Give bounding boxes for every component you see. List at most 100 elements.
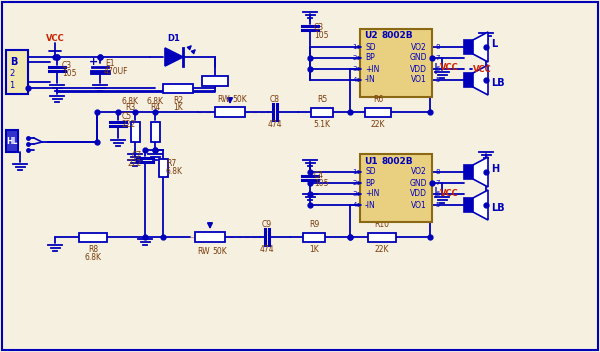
Text: 50K: 50K xyxy=(232,95,247,104)
Text: C3: C3 xyxy=(314,24,324,32)
Text: L: L xyxy=(491,39,497,49)
Bar xyxy=(464,165,473,179)
Bar xyxy=(6,130,18,152)
Bar xyxy=(163,83,193,93)
Text: R3: R3 xyxy=(125,103,135,112)
Text: R6: R6 xyxy=(373,95,383,104)
Text: 6.8K: 6.8K xyxy=(121,97,139,106)
Text: R7: R7 xyxy=(166,159,176,169)
Text: 8: 8 xyxy=(435,169,439,175)
Bar xyxy=(202,76,228,86)
Text: +: + xyxy=(89,57,98,67)
Text: 22K: 22K xyxy=(371,120,385,129)
Bar xyxy=(215,107,245,117)
Text: 6.8K: 6.8K xyxy=(166,168,183,176)
Bar xyxy=(131,122,139,142)
Text: C4: C4 xyxy=(314,171,324,181)
Bar xyxy=(303,233,325,241)
Bar xyxy=(464,73,473,87)
Text: |: | xyxy=(434,63,438,74)
Text: 474: 474 xyxy=(260,245,274,254)
Text: VDD: VDD xyxy=(410,189,427,199)
Text: 6: 6 xyxy=(435,191,439,197)
Bar xyxy=(360,29,432,97)
Text: 3: 3 xyxy=(353,66,357,72)
Text: BP: BP xyxy=(365,54,375,63)
Text: +IN: +IN xyxy=(365,64,379,74)
Text: VO2: VO2 xyxy=(411,43,427,51)
Text: 2: 2 xyxy=(9,69,14,78)
Text: R8: R8 xyxy=(88,245,98,254)
Text: 1: 1 xyxy=(353,169,357,175)
Polygon shape xyxy=(165,48,183,66)
Text: 5: 5 xyxy=(435,202,439,208)
Text: R10: R10 xyxy=(374,220,389,229)
Text: -IN: -IN xyxy=(365,201,376,209)
Text: 50K: 50K xyxy=(212,247,227,256)
Text: R9: R9 xyxy=(309,220,319,229)
Text: C5: C5 xyxy=(122,112,132,121)
Text: 22K: 22K xyxy=(375,245,389,254)
Text: C9: C9 xyxy=(262,220,272,229)
Text: U2: U2 xyxy=(364,31,377,40)
Text: 8002B: 8002B xyxy=(382,157,413,165)
Polygon shape xyxy=(473,32,488,62)
Text: B: B xyxy=(10,57,17,67)
Text: 470UF: 470UF xyxy=(104,67,128,75)
Text: U1: U1 xyxy=(364,157,377,165)
Text: 5: 5 xyxy=(435,77,439,83)
Text: 8: 8 xyxy=(435,44,439,50)
Bar xyxy=(158,159,167,177)
Text: BP: BP xyxy=(365,178,375,188)
Text: 474: 474 xyxy=(268,120,283,129)
Text: HL: HL xyxy=(7,137,17,145)
Bar xyxy=(365,107,391,117)
Text: VCC: VCC xyxy=(440,189,459,197)
Text: +IN: +IN xyxy=(365,189,379,199)
Text: C7: C7 xyxy=(132,151,142,161)
Text: 105: 105 xyxy=(314,31,329,39)
Bar xyxy=(464,40,473,54)
Text: 6.8K: 6.8K xyxy=(146,97,163,106)
Text: 6.8K: 6.8K xyxy=(85,253,101,262)
Text: 1: 1 xyxy=(353,44,357,50)
Bar xyxy=(464,198,473,212)
Bar xyxy=(6,50,28,94)
Text: SD: SD xyxy=(365,168,376,176)
Polygon shape xyxy=(473,190,488,220)
Text: VO1: VO1 xyxy=(411,75,427,84)
Text: 4: 4 xyxy=(353,77,357,83)
Text: D1: D1 xyxy=(167,34,181,43)
Text: VO2: VO2 xyxy=(411,168,427,176)
Text: E1: E1 xyxy=(105,58,115,68)
Text: 1: 1 xyxy=(9,82,14,90)
Text: C3: C3 xyxy=(62,62,72,70)
Text: 5.1K: 5.1K xyxy=(314,120,331,129)
Text: VO1: VO1 xyxy=(411,201,427,209)
Text: 6: 6 xyxy=(435,66,439,72)
Polygon shape xyxy=(473,65,488,95)
Text: GND: GND xyxy=(409,178,427,188)
Text: RW: RW xyxy=(217,95,230,104)
Text: VCC: VCC xyxy=(46,34,64,43)
Text: RW: RW xyxy=(197,247,209,256)
Text: 3: 3 xyxy=(353,191,357,197)
Text: |: | xyxy=(434,188,438,199)
Text: 7: 7 xyxy=(435,180,439,186)
Bar xyxy=(368,233,396,241)
Bar xyxy=(79,233,107,241)
Text: R4: R4 xyxy=(150,103,160,112)
Text: 4: 4 xyxy=(353,202,357,208)
Text: 8002B: 8002B xyxy=(382,31,413,40)
Text: VCC: VCC xyxy=(440,63,459,73)
Text: C8: C8 xyxy=(270,95,280,104)
Text: 222: 222 xyxy=(128,159,142,169)
Text: LB: LB xyxy=(491,203,505,213)
Text: 2: 2 xyxy=(353,55,357,61)
Text: VCC: VCC xyxy=(473,64,492,74)
Polygon shape xyxy=(473,157,488,187)
Text: LB: LB xyxy=(491,78,505,88)
Bar xyxy=(195,232,225,242)
Text: 105: 105 xyxy=(314,178,329,188)
Text: 7: 7 xyxy=(435,55,439,61)
